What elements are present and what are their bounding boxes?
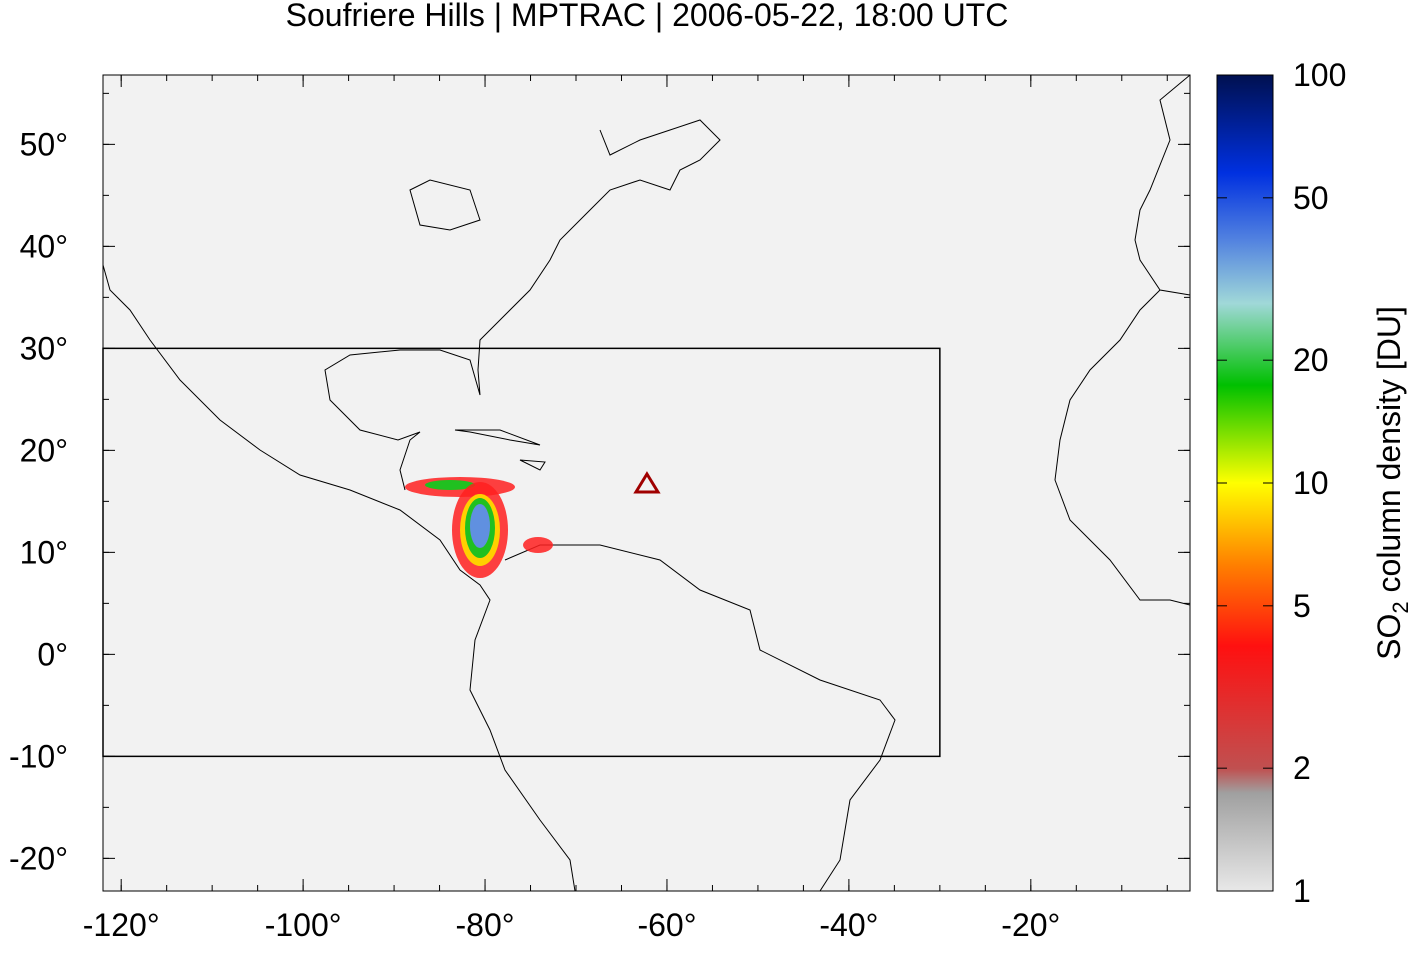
colorbar-tick-label: 100 xyxy=(1293,57,1346,93)
colorbar-tick-label: 20 xyxy=(1293,342,1329,378)
x-tick-label: -60° xyxy=(637,907,696,943)
y-tick-label: 10° xyxy=(20,534,68,570)
so2-plume xyxy=(405,477,553,578)
colorbar-label: SO2 column density [DU] xyxy=(1371,306,1411,660)
colorbar-label-sub: 2 xyxy=(1388,601,1411,613)
colorbar-label-prefix: SO xyxy=(1371,614,1407,660)
colorbar-tick-label: 2 xyxy=(1293,750,1311,786)
colorbar-tick-label: 50 xyxy=(1293,180,1329,216)
colorbar-label-suffix: column density [DU] xyxy=(1371,306,1407,601)
x-tick-label: -40° xyxy=(819,907,878,943)
y-tick-label: 0° xyxy=(37,636,68,672)
map-background xyxy=(103,75,1190,891)
y-tick-label: 20° xyxy=(20,432,68,468)
volcano-marker xyxy=(633,471,661,494)
colorbar-tick-label: 1 xyxy=(1293,873,1311,909)
y-tick-label: 40° xyxy=(20,228,68,264)
x-tick-label: -80° xyxy=(456,907,515,943)
y-tick-label: -20° xyxy=(9,840,68,876)
y-tick-label: 30° xyxy=(20,330,68,366)
x-tick-label: -100° xyxy=(265,907,342,943)
y-tick-label: 50° xyxy=(20,126,68,162)
colorbar-tick-label: 10 xyxy=(1293,465,1329,501)
x-tick-label: -120° xyxy=(83,907,160,943)
x-tick-label: -20° xyxy=(1001,907,1060,943)
chart-title: Soufriere Hills | MPTRAC | 2006-05-22, 1… xyxy=(286,0,1009,33)
region-box xyxy=(102,347,941,758)
colorbar-tick-label: 5 xyxy=(1293,588,1311,624)
y-tick-label: -10° xyxy=(9,738,68,774)
